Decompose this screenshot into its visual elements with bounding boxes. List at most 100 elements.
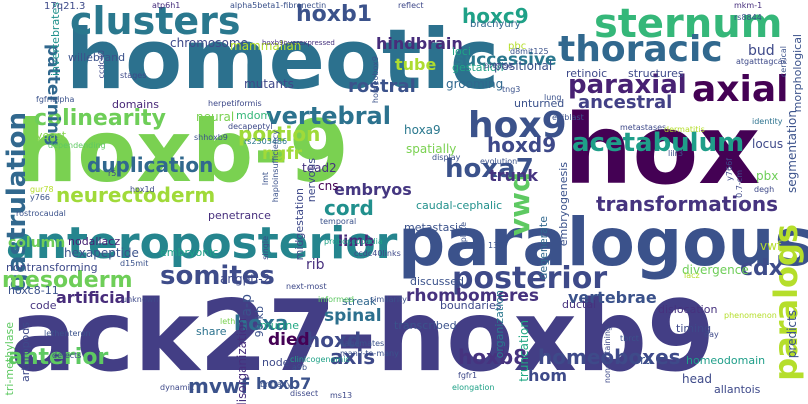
cloud-word: axial [692,69,789,110]
cloud-word: cns [318,179,339,193]
cloud-word: somites [160,261,275,291]
cloud-word: hoxc8-11 [8,284,59,297]
cloud-word: patterning [43,44,63,147]
cloud-word: 17q21.3 [44,1,86,12]
cloud-word: defects [52,351,82,360]
cloud-word: portion [238,122,321,146]
cloud-word: column [8,235,66,251]
cloud-word: retinoic [566,67,608,80]
cloud-word: hox1d [130,185,155,194]
cloud-word: structures [628,67,684,80]
cloud-word: dissect [290,389,319,398]
cloud-word: axis [330,345,376,369]
cloud-word: d15mit [120,259,149,268]
cloud-word: vertebral [266,102,391,130]
cloud-word: 0.7-cm [735,170,744,198]
cloud-word: fgfrlalpha [36,95,75,104]
cloud-word: node [262,356,290,369]
cloud-word: informed [318,295,354,304]
cloud-word: next-most [286,282,327,291]
cloud-word: proboscopedia [324,237,383,246]
cloud-word: reflect [398,1,424,10]
cloud-word: hox9 [468,105,567,146]
cloud-word: elongation [452,383,495,392]
cloud-word: lilr3 [668,149,684,158]
cloud-word: rs8844 [734,13,762,22]
cloud-word: tead2 [302,161,337,175]
cloud-word: lethenteron [44,329,91,338]
cloud-word: discussed [410,275,465,288]
cloud-word: disorganization [235,318,249,404]
cloud-word: morphological [791,34,804,113]
cloud-word: organization [493,290,506,359]
cloud-word: tube [395,55,437,74]
cloud-word: paraxial [568,70,687,100]
cloud-word: boundaries [440,299,502,312]
cloud-word: predicts [785,310,799,359]
cloud-word: spatially [406,142,457,156]
cloud-word: unturned [514,97,565,110]
cloud-word: degenerate [537,216,550,280]
cloud-word: tng3 [502,85,521,94]
cloud-word: many-to-many [340,349,399,358]
cloud-word: sternum [594,1,783,47]
cloud-word: atgatttagcac [736,57,788,66]
cloud-word: mutants [244,77,294,91]
cloud-word: colinearity [34,106,166,131]
cloud-word: willebrand [68,51,126,64]
cloud-word: pbc [508,41,527,52]
cloud-word: y766 [30,193,51,202]
cloud-word: ccdc40 [97,50,106,79]
cloud-word: ack27-hoxb9 [10,280,716,394]
cloud-word: dynamic [160,383,195,392]
cloud-word: ms13 [330,391,353,400]
cloud-word: anteroposterior [6,218,398,269]
cloud-word: midgestation [293,188,306,261]
cloud-word: stages [120,71,147,80]
cloud-word: alpha5beta1-fibronectin [230,1,327,10]
cloud-word: hom [528,366,568,385]
cloud-word: positional [494,59,553,73]
cloud-word: limb [338,232,375,250]
cloud-word: haploinsufficiency [271,130,280,203]
cloud-word: neural [196,110,235,124]
cloud-word: mkm-1 [734,1,763,10]
cloud-word: divergence [682,263,749,277]
cloud-word: homeotic [66,11,500,108]
cloud-word: embryos [334,180,412,199]
cloud-word: streak [342,295,377,308]
cloud-word: cdx [740,256,783,281]
cloud-word: hoxb1 [296,2,373,27]
cloud-word: display [432,153,461,162]
cloud-word: homeobox9 [371,56,380,104]
cloud-word: nodallacz [68,235,121,248]
cloud-word: epiblast [552,113,584,122]
cloud-word: a-p [239,294,255,317]
cloud-word: gur78 [30,185,54,194]
cloud-word: ductal [562,298,597,311]
cloud-word: angptl-2 [220,272,271,286]
cloud-word: cord [324,196,374,220]
cloud-word: noncontaining [603,326,612,384]
cloud-word: segmentation [785,110,799,193]
cloud-word: rostrocaudal [16,209,66,218]
cloud-word: trunk [489,166,538,185]
cloud-word: nontransforming [6,261,98,274]
cloud-word: shhoxb9 [194,133,228,142]
cloud-word: mdom [236,109,272,122]
cloud-word: metastasis [404,221,464,234]
cloud-word: died [268,330,310,350]
cloud-word: loci [452,45,471,58]
cloud-word: yeast [36,129,67,142]
cloud-word: hoxb9overexpressed [262,39,335,47]
cloud-word: pbx [756,169,779,183]
cloud-word: embryonic [160,246,219,259]
cloud-word: spinal [324,306,382,326]
cloud-word: hoxd9 [487,133,557,157]
cloud-word: brachyury [470,19,521,30]
cloud-word: similarity [370,295,407,304]
cloud-word: ra [640,353,653,367]
cloud-word: anterior [8,345,109,370]
cloud-word: truncation [517,320,531,382]
